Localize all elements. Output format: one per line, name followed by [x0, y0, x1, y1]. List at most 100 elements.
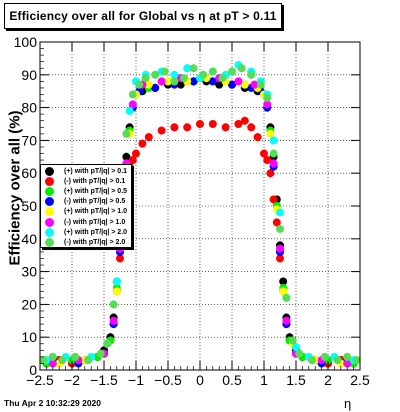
y-tick-label: 90	[21, 67, 37, 83]
data-point	[250, 80, 259, 89]
data-point	[122, 152, 131, 161]
data-point	[282, 316, 291, 325]
data-point	[260, 149, 268, 158]
data-point	[228, 67, 236, 76]
data-point	[151, 70, 160, 79]
data-point	[135, 80, 144, 89]
data-point	[128, 156, 137, 165]
data-point	[112, 277, 121, 286]
x-tick-label: 0.5	[222, 372, 242, 388]
data-point	[269, 195, 278, 204]
data-point	[125, 106, 134, 115]
chart-title-text: Efficiency over all for Global vs η at p…	[9, 9, 277, 23]
y-axis-label: Efficiency over all (%)	[6, 108, 24, 268]
data-point	[196, 120, 204, 128]
y-tick-label: 30	[21, 264, 37, 280]
data-point	[84, 356, 92, 365]
data-point	[71, 352, 80, 361]
legend-label: (+) with pT/|q| > 0.1	[64, 167, 128, 175]
legend-label: (+) with pT/|q| > 2.0	[64, 228, 128, 236]
y-tick-label: 40	[21, 231, 37, 247]
axis-ticks	[39, 41, 361, 371]
data-point	[282, 293, 291, 302]
data-point	[96, 349, 105, 358]
data-point	[279, 287, 288, 296]
x-tick-label: 1.5	[286, 372, 306, 388]
y-tick-label: 70	[21, 132, 37, 148]
data-point	[141, 74, 150, 83]
data-point	[333, 356, 342, 365]
data-point	[132, 149, 140, 158]
data-point	[199, 70, 208, 79]
data-point	[160, 67, 169, 76]
data-point	[269, 159, 278, 168]
data-point	[272, 218, 281, 227]
data-point	[157, 77, 166, 86]
y-tick-label: 20	[21, 296, 37, 312]
data-point	[122, 129, 131, 138]
data-point	[263, 156, 272, 165]
x-tick-label: −2.5	[26, 372, 54, 388]
data-point	[263, 100, 272, 109]
data-point	[266, 169, 275, 178]
x-tick-label: 2	[324, 372, 332, 388]
legend-entry: (+) with pT/|q| > 0.5	[45, 186, 131, 196]
data-point	[58, 356, 67, 365]
data-point	[288, 336, 297, 345]
legend-label: (-) with pT/|q| > 0.1	[64, 177, 126, 185]
legend-label: (+) with pT/|q| > 0.5	[64, 187, 128, 195]
data-point	[240, 80, 249, 89]
x-tick-label: 2.5	[350, 372, 370, 388]
data-point	[276, 254, 284, 263]
legend-marker	[45, 176, 54, 186]
x-tick-label: −1	[128, 372, 144, 388]
data-point	[276, 208, 284, 217]
data-point	[48, 359, 57, 368]
data-point	[183, 64, 192, 73]
legend-entry: (-) with pT/|q| > 0.5	[45, 197, 131, 207]
data-point	[234, 77, 243, 86]
data-point	[276, 224, 284, 233]
data-point	[276, 244, 284, 253]
legend-entry: (+) with pT/|q| > 0.1	[45, 166, 131, 176]
data-point	[189, 77, 198, 86]
legend-marker	[45, 237, 54, 247]
data-point	[266, 129, 275, 138]
data-point	[189, 64, 198, 73]
data-point	[170, 70, 179, 79]
data-point	[170, 123, 179, 132]
data-point	[208, 120, 217, 128]
legend-entry: (+) with pT/|q| > 1.0	[45, 207, 131, 217]
data-point	[343, 359, 352, 368]
data-point	[228, 80, 236, 89]
y-tick-label: 50	[21, 198, 37, 214]
data-point	[253, 133, 262, 142]
x-tick-label: −2	[64, 372, 80, 388]
data-point	[208, 77, 217, 86]
x-tick-label: 0	[196, 372, 204, 388]
data-point	[352, 356, 361, 365]
data-point	[295, 349, 304, 358]
data-point	[215, 80, 224, 89]
data-point	[157, 126, 166, 135]
data-point	[39, 356, 48, 365]
data-point	[237, 64, 246, 73]
legend-marker	[45, 207, 54, 217]
data-point	[292, 343, 300, 352]
data-point	[343, 352, 352, 361]
data-point	[128, 90, 137, 99]
data-point	[218, 74, 227, 83]
data-point	[221, 123, 230, 132]
legend-entry: (-) with pT/|q| > 2.0	[45, 237, 131, 247]
data-point	[256, 80, 265, 89]
legend-entry: (-) with pT/|q| > 1.0	[45, 217, 131, 227]
legend: (+) with pT/|q| > 0.1 (-) with pT/|q| > …	[40, 164, 132, 248]
legend-label: (-) with pT/|q| > 2.0	[64, 238, 126, 246]
data-point	[247, 123, 256, 132]
data-point	[170, 77, 179, 86]
legend-label: (+) with pT/|q| > 1.0	[64, 208, 128, 216]
legend-marker	[45, 197, 54, 207]
data-point	[176, 80, 185, 89]
legend-label: (-) with pT/|q| > 0.5	[64, 198, 126, 206]
legend-label: (-) with pT/|q| > 1.0	[64, 218, 126, 226]
